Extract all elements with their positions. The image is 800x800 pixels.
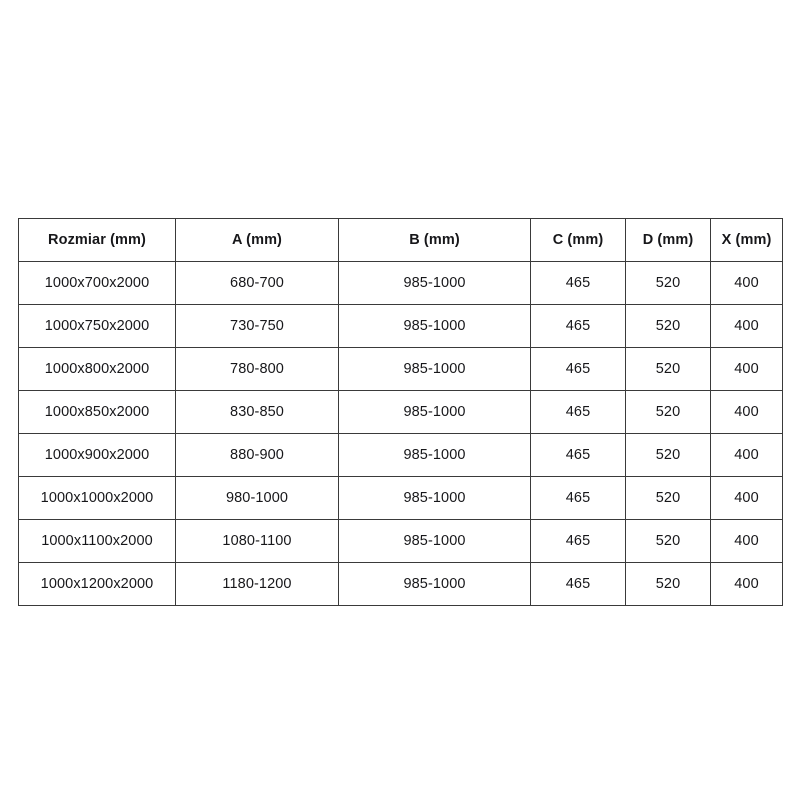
table-row: 1000x1100x2000 1080-1100 985-1000 465 52… bbox=[18, 519, 783, 563]
table-row: 1000x900x2000 880-900 985-1000 465 520 4… bbox=[18, 433, 783, 477]
cell-a: 980-1000 bbox=[175, 476, 339, 520]
cell-a: 830-850 bbox=[175, 390, 339, 434]
cell-a: 730-750 bbox=[175, 304, 339, 348]
cell-x: 400 bbox=[710, 304, 783, 348]
column-header-x: X (mm) bbox=[710, 218, 783, 262]
cell-x: 400 bbox=[710, 347, 783, 391]
table-header-row: Rozmiar (mm) A (mm) B (mm) C (mm) D (mm)… bbox=[18, 218, 783, 262]
cell-b: 985-1000 bbox=[338, 261, 531, 305]
cell-a: 880-900 bbox=[175, 433, 339, 477]
table-header: Rozmiar (mm) A (mm) B (mm) C (mm) D (mm)… bbox=[18, 218, 783, 262]
specification-table-container: Rozmiar (mm) A (mm) B (mm) C (mm) D (mm)… bbox=[18, 218, 783, 606]
cell-rozmiar: 1000x1100x2000 bbox=[18, 519, 176, 563]
column-header-rozmiar: Rozmiar (mm) bbox=[18, 218, 176, 262]
cell-d: 520 bbox=[625, 433, 711, 477]
cell-x: 400 bbox=[710, 519, 783, 563]
column-header-a: A (mm) bbox=[175, 218, 339, 262]
cell-x: 400 bbox=[710, 390, 783, 434]
cell-c: 465 bbox=[530, 562, 626, 606]
table-row: 1000x750x2000 730-750 985-1000 465 520 4… bbox=[18, 304, 783, 348]
cell-d: 520 bbox=[625, 476, 711, 520]
cell-x: 400 bbox=[710, 562, 783, 606]
cell-d: 520 bbox=[625, 519, 711, 563]
cell-x: 400 bbox=[710, 433, 783, 477]
cell-b: 985-1000 bbox=[338, 304, 531, 348]
table-row: 1000x1000x2000 980-1000 985-1000 465 520… bbox=[18, 476, 783, 520]
cell-x: 400 bbox=[710, 261, 783, 305]
cell-b: 985-1000 bbox=[338, 433, 531, 477]
table-body: 1000x700x2000 680-700 985-1000 465 520 4… bbox=[18, 261, 783, 606]
cell-a: 1180-1200 bbox=[175, 562, 339, 606]
cell-c: 465 bbox=[530, 433, 626, 477]
table-row: 1000x1200x2000 1180-1200 985-1000 465 52… bbox=[18, 562, 783, 606]
cell-rozmiar: 1000x850x2000 bbox=[18, 390, 176, 434]
cell-rozmiar: 1000x700x2000 bbox=[18, 261, 176, 305]
column-header-d: D (mm) bbox=[625, 218, 711, 262]
cell-c: 465 bbox=[530, 261, 626, 305]
cell-c: 465 bbox=[530, 390, 626, 434]
column-header-b: B (mm) bbox=[338, 218, 531, 262]
cell-rozmiar: 1000x1200x2000 bbox=[18, 562, 176, 606]
column-header-c: C (mm) bbox=[530, 218, 626, 262]
cell-d: 520 bbox=[625, 562, 711, 606]
cell-a: 780-800 bbox=[175, 347, 339, 391]
cell-c: 465 bbox=[530, 476, 626, 520]
cell-b: 985-1000 bbox=[338, 519, 531, 563]
cell-rozmiar: 1000x1000x2000 bbox=[18, 476, 176, 520]
cell-b: 985-1000 bbox=[338, 390, 531, 434]
cell-x: 400 bbox=[710, 476, 783, 520]
specification-table: Rozmiar (mm) A (mm) B (mm) C (mm) D (mm)… bbox=[18, 218, 783, 606]
cell-rozmiar: 1000x750x2000 bbox=[18, 304, 176, 348]
cell-rozmiar: 1000x800x2000 bbox=[18, 347, 176, 391]
cell-d: 520 bbox=[625, 390, 711, 434]
cell-b: 985-1000 bbox=[338, 562, 531, 606]
cell-c: 465 bbox=[530, 519, 626, 563]
cell-a: 1080-1100 bbox=[175, 519, 339, 563]
cell-d: 520 bbox=[625, 261, 711, 305]
cell-a: 680-700 bbox=[175, 261, 339, 305]
cell-c: 465 bbox=[530, 304, 626, 348]
cell-b: 985-1000 bbox=[338, 347, 531, 391]
cell-c: 465 bbox=[530, 347, 626, 391]
table-row: 1000x850x2000 830-850 985-1000 465 520 4… bbox=[18, 390, 783, 434]
cell-d: 520 bbox=[625, 304, 711, 348]
table-row: 1000x700x2000 680-700 985-1000 465 520 4… bbox=[18, 261, 783, 305]
cell-rozmiar: 1000x900x2000 bbox=[18, 433, 176, 477]
cell-d: 520 bbox=[625, 347, 711, 391]
cell-b: 985-1000 bbox=[338, 476, 531, 520]
table-row: 1000x800x2000 780-800 985-1000 465 520 4… bbox=[18, 347, 783, 391]
